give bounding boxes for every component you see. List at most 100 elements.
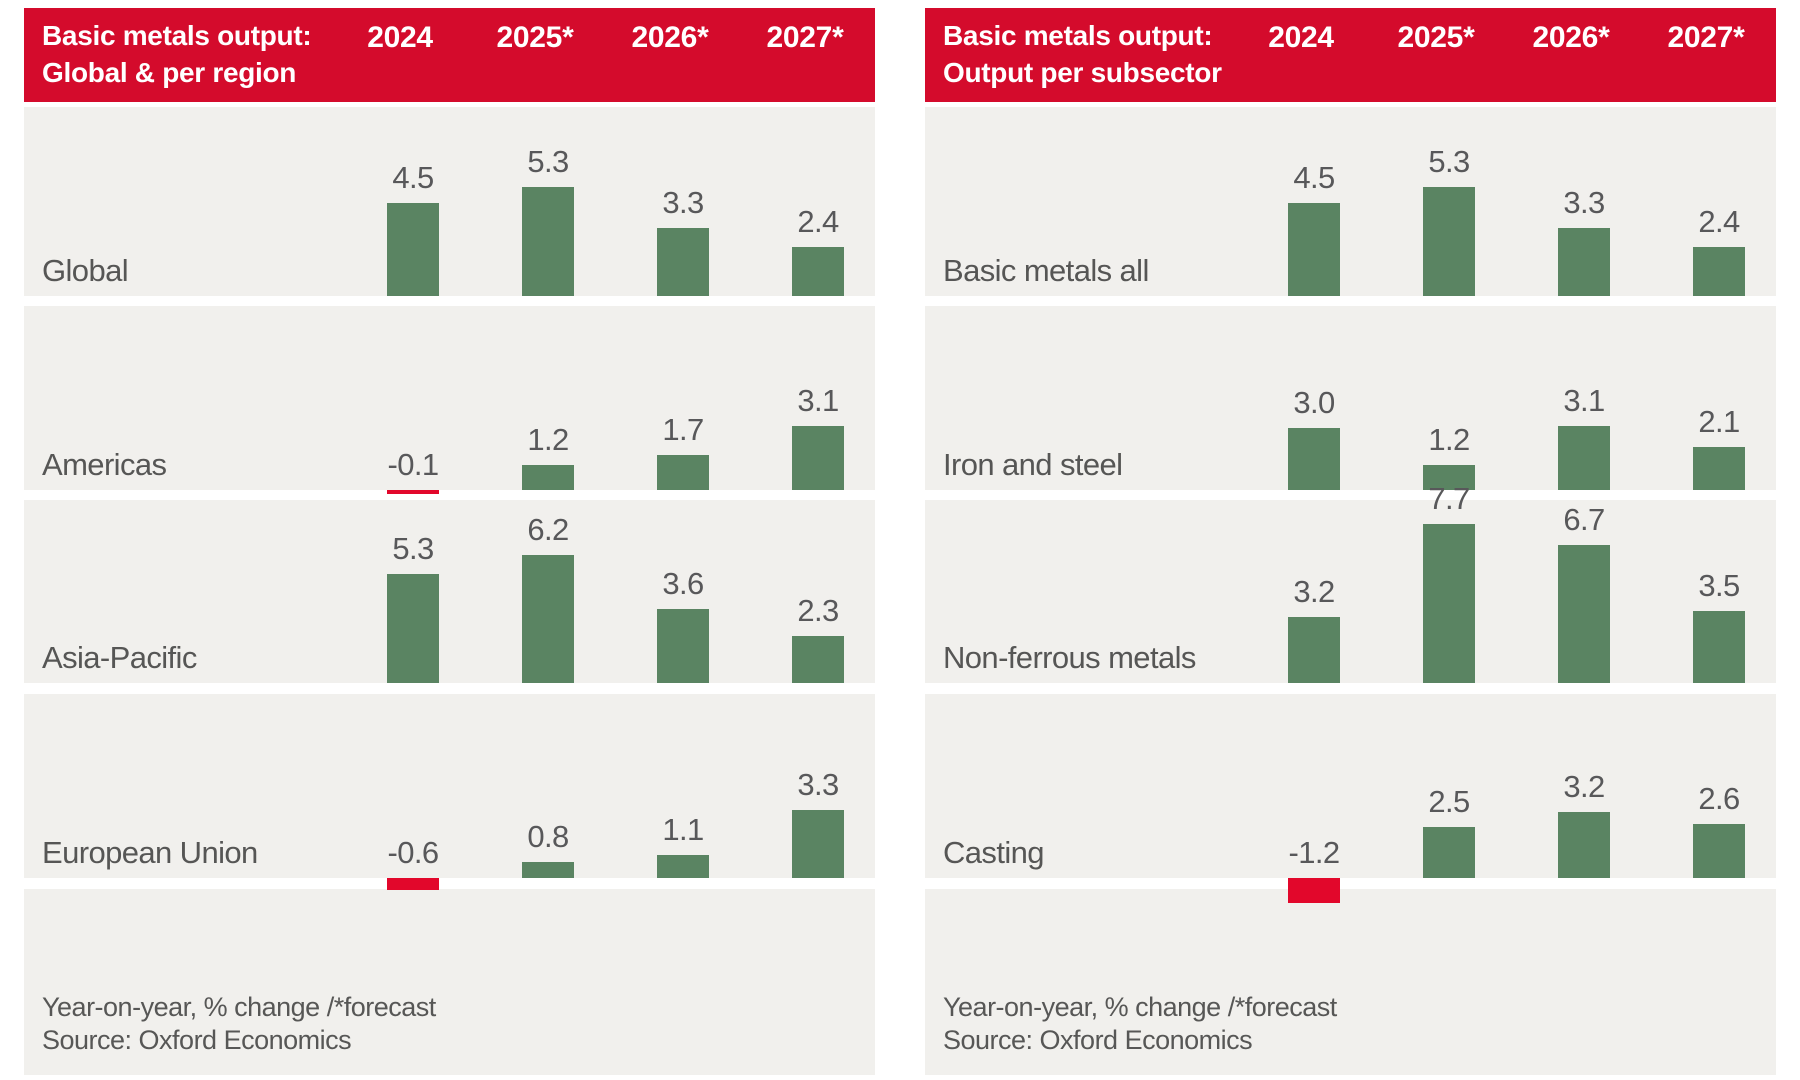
bar-value-label: 3.2 bbox=[1293, 574, 1335, 610]
bar bbox=[387, 203, 439, 296]
bar-value-label: 5.3 bbox=[392, 530, 434, 566]
bar-value-label: -0.1 bbox=[387, 447, 439, 482]
bar bbox=[1288, 878, 1340, 903]
footnote-line: Year-on-year, % change /*forecast bbox=[943, 992, 1337, 1022]
footer-band: Year-on-year, % change /*forecast Source… bbox=[24, 889, 875, 1075]
row-label: Basic metals all bbox=[943, 253, 1149, 288]
bar bbox=[792, 810, 844, 878]
year-column-header-2024: 2024 bbox=[1268, 21, 1334, 54]
bar-value-label: 5.3 bbox=[1428, 143, 1470, 179]
row-label: Global bbox=[42, 253, 129, 288]
bar-value-label: 3.2 bbox=[1563, 769, 1605, 805]
bar bbox=[1693, 824, 1745, 878]
bar bbox=[1693, 610, 1745, 683]
row-label: European Union bbox=[42, 835, 258, 870]
bar bbox=[1693, 446, 1745, 490]
bar bbox=[1423, 524, 1475, 683]
bar-value-label: 2.4 bbox=[797, 203, 839, 239]
bar-value-label: 2.6 bbox=[1698, 781, 1740, 817]
chart-title: Basic metals output: Global & per region bbox=[42, 17, 312, 91]
bar-value-label: 6.2 bbox=[527, 512, 569, 548]
bar bbox=[792, 426, 844, 490]
row-band-asia-pacific: Asia-Pacific 5.3 6.2 3.6 2.3 bbox=[24, 500, 875, 683]
bar-value-label: 1.7 bbox=[662, 411, 704, 447]
chart-title-line1: Basic metals output: bbox=[42, 20, 312, 51]
bar bbox=[1558, 228, 1610, 296]
bar bbox=[1558, 426, 1610, 490]
bar-value-label: 2.4 bbox=[1698, 203, 1740, 239]
footnote: Year-on-year, % change /*forecast Source… bbox=[943, 991, 1337, 1057]
bar bbox=[1558, 812, 1610, 878]
bar bbox=[522, 465, 574, 490]
bar bbox=[657, 608, 709, 683]
bar-value-label: -1.2 bbox=[1288, 835, 1340, 870]
bar-value-label: 3.1 bbox=[797, 383, 839, 419]
panel-global-per-region: Basic metals output: Global & per region… bbox=[24, 8, 875, 1075]
footnote-line: Year-on-year, % change /*forecast bbox=[42, 992, 436, 1022]
bar-value-label: 4.5 bbox=[392, 160, 434, 196]
footnote: Year-on-year, % change /*forecast Source… bbox=[42, 991, 436, 1057]
bar-value-label: 2.1 bbox=[1698, 403, 1740, 439]
bar bbox=[1423, 465, 1475, 490]
year-column-header-2027: 2027* bbox=[766, 21, 844, 54]
bar bbox=[1288, 203, 1340, 296]
year-column-header-2026: 2026* bbox=[631, 21, 709, 54]
bar-value-label: 3.3 bbox=[1563, 185, 1605, 221]
row-band-european-union: European Union -0.6 0.8 1.1 3.3 bbox=[24, 694, 875, 891]
chart-title-line2: Global & per region bbox=[42, 57, 297, 88]
panel-output-per-subsector: Basic metals output: Output per subsecto… bbox=[925, 8, 1776, 1075]
chart-title: Basic metals output: Output per subsecto… bbox=[943, 17, 1222, 91]
chart-header: Basic metals output: Output per subsecto… bbox=[925, 8, 1776, 102]
source-line: Source: Oxford Economics bbox=[42, 1025, 352, 1055]
bar bbox=[1423, 826, 1475, 878]
bar-value-label: 3.1 bbox=[1563, 383, 1605, 419]
bar-value-label: 2.3 bbox=[797, 592, 839, 628]
bar-value-label: -0.6 bbox=[387, 835, 439, 870]
year-column-header-2024: 2024 bbox=[367, 21, 433, 54]
row-label: Casting bbox=[943, 835, 1045, 870]
bar bbox=[657, 855, 709, 878]
row-label: Non-ferrous metals bbox=[943, 640, 1196, 675]
bar-value-label: 3.5 bbox=[1698, 567, 1740, 603]
bar-value-label: 7.7 bbox=[1428, 481, 1470, 517]
bar-value-label: 1.2 bbox=[527, 422, 569, 458]
bar-value-label: 1.2 bbox=[1428, 422, 1470, 458]
bar-value-label: 6.7 bbox=[1563, 501, 1605, 537]
bar-value-label: 4.5 bbox=[1293, 160, 1335, 196]
bar-value-label: 3.6 bbox=[662, 565, 704, 601]
bar-value-label: 5.3 bbox=[527, 143, 569, 179]
bar bbox=[657, 454, 709, 490]
year-column-header-2027: 2027* bbox=[1667, 21, 1745, 54]
row-band-global: Global 4.5 5.3 3.3 2.4 bbox=[24, 107, 875, 296]
bar bbox=[1558, 544, 1610, 683]
bar bbox=[522, 555, 574, 683]
bar-value-label: 2.5 bbox=[1428, 783, 1470, 819]
bar bbox=[1693, 246, 1745, 296]
row-band-americas: Americas -0.1 1.2 1.7 3.1 bbox=[24, 306, 875, 494]
chart-title-line2: Output per subsector bbox=[943, 57, 1222, 88]
row-label: Iron and steel bbox=[943, 447, 1123, 482]
bar bbox=[522, 186, 574, 296]
bar bbox=[1423, 186, 1475, 296]
year-column-header-2025: 2025* bbox=[1397, 21, 1475, 54]
bar bbox=[1288, 617, 1340, 683]
bar bbox=[1288, 428, 1340, 490]
row-label: Asia-Pacific bbox=[42, 640, 197, 675]
bar-value-label: 3.3 bbox=[797, 767, 839, 803]
bar-value-label: 3.3 bbox=[662, 185, 704, 221]
bar bbox=[522, 861, 574, 878]
bar bbox=[387, 490, 439, 494]
bar bbox=[657, 228, 709, 296]
row-band-iron-and-steel: Iron and steel 3.0 1.2 3.1 2.1 bbox=[925, 306, 1776, 490]
bar bbox=[387, 573, 439, 683]
row-band-casting: Casting -1.2 2.5 3.2 2.6 bbox=[925, 694, 1776, 903]
row-label: Americas bbox=[42, 447, 167, 482]
bar-value-label: 0.8 bbox=[527, 818, 569, 854]
bar bbox=[792, 246, 844, 296]
bar bbox=[792, 635, 844, 683]
source-line: Source: Oxford Economics bbox=[943, 1025, 1253, 1055]
year-column-header-2026: 2026* bbox=[1532, 21, 1610, 54]
bar-value-label: 3.0 bbox=[1293, 385, 1335, 421]
chart-title-line1: Basic metals output: bbox=[943, 20, 1213, 51]
